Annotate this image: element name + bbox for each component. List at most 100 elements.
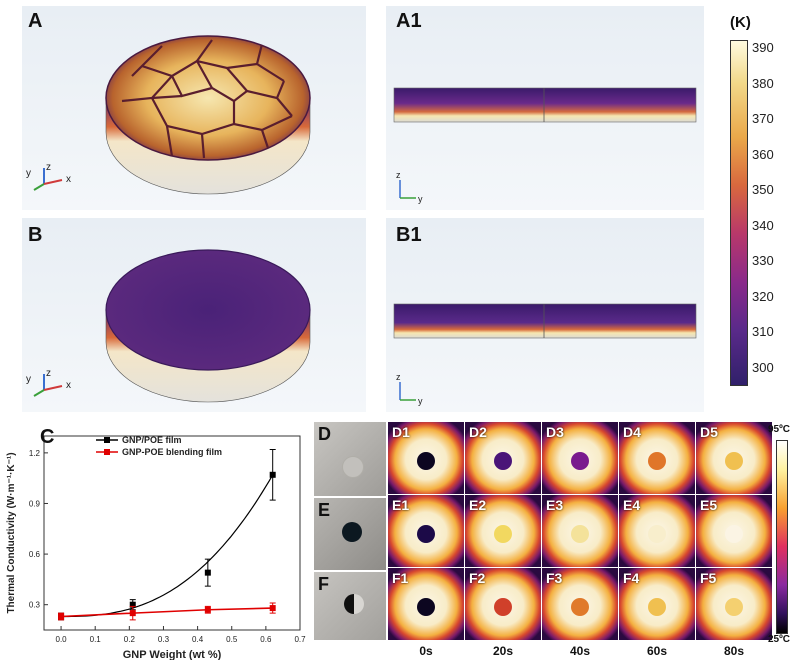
- panel-a1: A1 z y: [386, 6, 704, 210]
- ir-tile-f5: F5: [696, 568, 772, 640]
- ir-sample-spot: [725, 452, 743, 470]
- colorbar-tick: 330: [752, 253, 774, 268]
- triad-z-label: z: [396, 372, 401, 382]
- triad-y-label: y: [26, 374, 31, 385]
- panel-d-label: D: [318, 424, 331, 444]
- axis-triad-icon: y z x: [26, 162, 71, 191]
- ir-tile-label: E4: [623, 497, 641, 513]
- triad-y-label: y: [418, 194, 423, 204]
- colorbar-tick: 360: [752, 146, 774, 162]
- photo-e-sample: [342, 522, 362, 542]
- y-tick-label: 0.9: [29, 499, 41, 508]
- axis-triad-zy-icon: z y: [396, 170, 423, 204]
- ir-tile-d2: D2: [465, 422, 541, 494]
- ir-tile-label: D3: [546, 424, 564, 440]
- colorbar-tick: 350: [752, 182, 774, 197]
- ir-time-labels: 0s 20s 40s 60s 80s: [388, 644, 772, 660]
- y-tick-label: 0.6: [29, 550, 41, 559]
- photo-f: F: [314, 572, 386, 640]
- ir-sample-spot: [417, 598, 435, 616]
- ir-sample-spot: [648, 598, 666, 616]
- data-point: [204, 569, 211, 576]
- ir-tile-e2: E2: [465, 495, 541, 567]
- time-label: 60s: [646, 644, 668, 658]
- panel-c: 0.0 0.1 0.2 0.3 0.4 0.5 0.6 0.7 0.3 0.6 0.9 1.2 GNP …: [0, 422, 312, 660]
- data-point: [58, 613, 65, 620]
- ir-sample-spot: [571, 598, 589, 616]
- thermal-conductivity-chart: 0.0 0.1 0.2 0.3 0.4 0.5 0.6 0.7 0.3 0.6 0.9 1.2 GNP …: [6, 435, 306, 660]
- colorbar-unit: (K): [730, 14, 751, 31]
- panel-f-label: F: [318, 574, 329, 594]
- colorbar-tick: 390: [752, 40, 774, 55]
- ir-tile-f3: F3: [542, 568, 618, 640]
- x-tick-label: 0.0: [56, 635, 68, 644]
- colorbar-tick: 320: [752, 288, 774, 304]
- ir-tile-d1: D1: [388, 422, 464, 494]
- ir-tile-label: E1: [392, 497, 410, 513]
- colorbar-tick: 370: [752, 111, 774, 126]
- ir-tile-label: F2: [469, 570, 486, 586]
- legend-marker: [104, 437, 110, 443]
- colorbar-tick: 380: [752, 75, 774, 91]
- colorbar-gradient: [730, 40, 748, 386]
- x-tick-label: 0.7: [294, 635, 306, 644]
- ir-tile-label: D1: [392, 424, 410, 440]
- ir-tile-f2: F2: [465, 568, 541, 640]
- panel-a-label: A: [28, 10, 43, 32]
- photo-d: D: [314, 422, 386, 496]
- panel-b-label: B: [28, 224, 43, 246]
- cross-section-a1: [393, 87, 697, 123]
- ir-sample-spot: [571, 452, 589, 470]
- ir-sample-spot: [417, 452, 435, 470]
- ir-tile-e3: E3: [542, 495, 618, 567]
- axis-triad-zy-icon: z y: [396, 372, 423, 406]
- colorbar-tick: 310: [752, 324, 774, 339]
- triad-x-label: x: [66, 174, 71, 185]
- colorbar-tick: 340: [752, 217, 774, 233]
- x-tick-label: 0.5: [226, 635, 238, 644]
- y-axis-label: Thermal Conductivity (W·m⁻¹·K⁻¹): [6, 452, 17, 613]
- ir-tile-f4: F4: [619, 568, 695, 640]
- x-tick-label: 0.2: [124, 635, 136, 644]
- panel-b1: B1 z y: [386, 218, 704, 412]
- triad-z-label: z: [46, 368, 51, 379]
- ir-tile-label: D5: [700, 424, 718, 440]
- panel-e-label: E: [318, 500, 331, 520]
- data-point: [129, 610, 136, 617]
- ir-scale-min: 25ºC: [768, 634, 790, 645]
- ir-tile-e4: E4: [619, 495, 695, 567]
- time-label: 80s: [723, 644, 745, 658]
- ir-tile-label: F5: [700, 570, 717, 586]
- triad-y-label: y: [418, 396, 423, 406]
- ir-image-grid: D1 D2 D3 D4 D5 E1 E2 E3 E4 E5 F1 F2 F3 F4 F5: [388, 422, 772, 642]
- ir-sample-spot: [494, 525, 512, 543]
- ir-tile-label: E2: [469, 497, 487, 513]
- series-line-gnp-poe-blending-film: [61, 607, 273, 618]
- disc-b-render: [105, 249, 311, 403]
- x-tick-label: 0.3: [158, 635, 170, 644]
- x-axis-label: GNP Weight (wt %): [123, 649, 222, 660]
- time-label: 0s: [419, 644, 433, 658]
- data-point: [269, 471, 276, 478]
- triad-x-label: x: [66, 380, 71, 391]
- ir-colorbar-gradient: [776, 440, 788, 634]
- triad-z-label: z: [396, 170, 401, 180]
- plot-frame: [43, 435, 301, 631]
- ir-tile-e1: E1: [388, 495, 464, 567]
- panel-a1-label: A1: [396, 10, 422, 32]
- axis-triad-icon: y z x: [26, 368, 71, 397]
- legend-marker: [104, 449, 110, 455]
- legend-label: GNP/POE film: [122, 435, 182, 445]
- ir-sample-spot: [725, 525, 743, 543]
- ir-sample-spot: [648, 525, 666, 543]
- panel-b1-label: B1: [396, 224, 422, 246]
- ir-sample-spot: [571, 525, 589, 543]
- series-line-gnp-poe-film: [61, 474, 274, 618]
- ir-tile-label: E3: [546, 497, 564, 513]
- ir-tile-label: D2: [469, 424, 487, 440]
- time-label: 40s: [569, 644, 591, 658]
- triad-z-label: z: [46, 162, 51, 173]
- ir-tile-e5: E5: [696, 495, 772, 567]
- ir-scale-max: 95ºC: [768, 424, 790, 435]
- x-tick-label: 0.6: [260, 635, 272, 644]
